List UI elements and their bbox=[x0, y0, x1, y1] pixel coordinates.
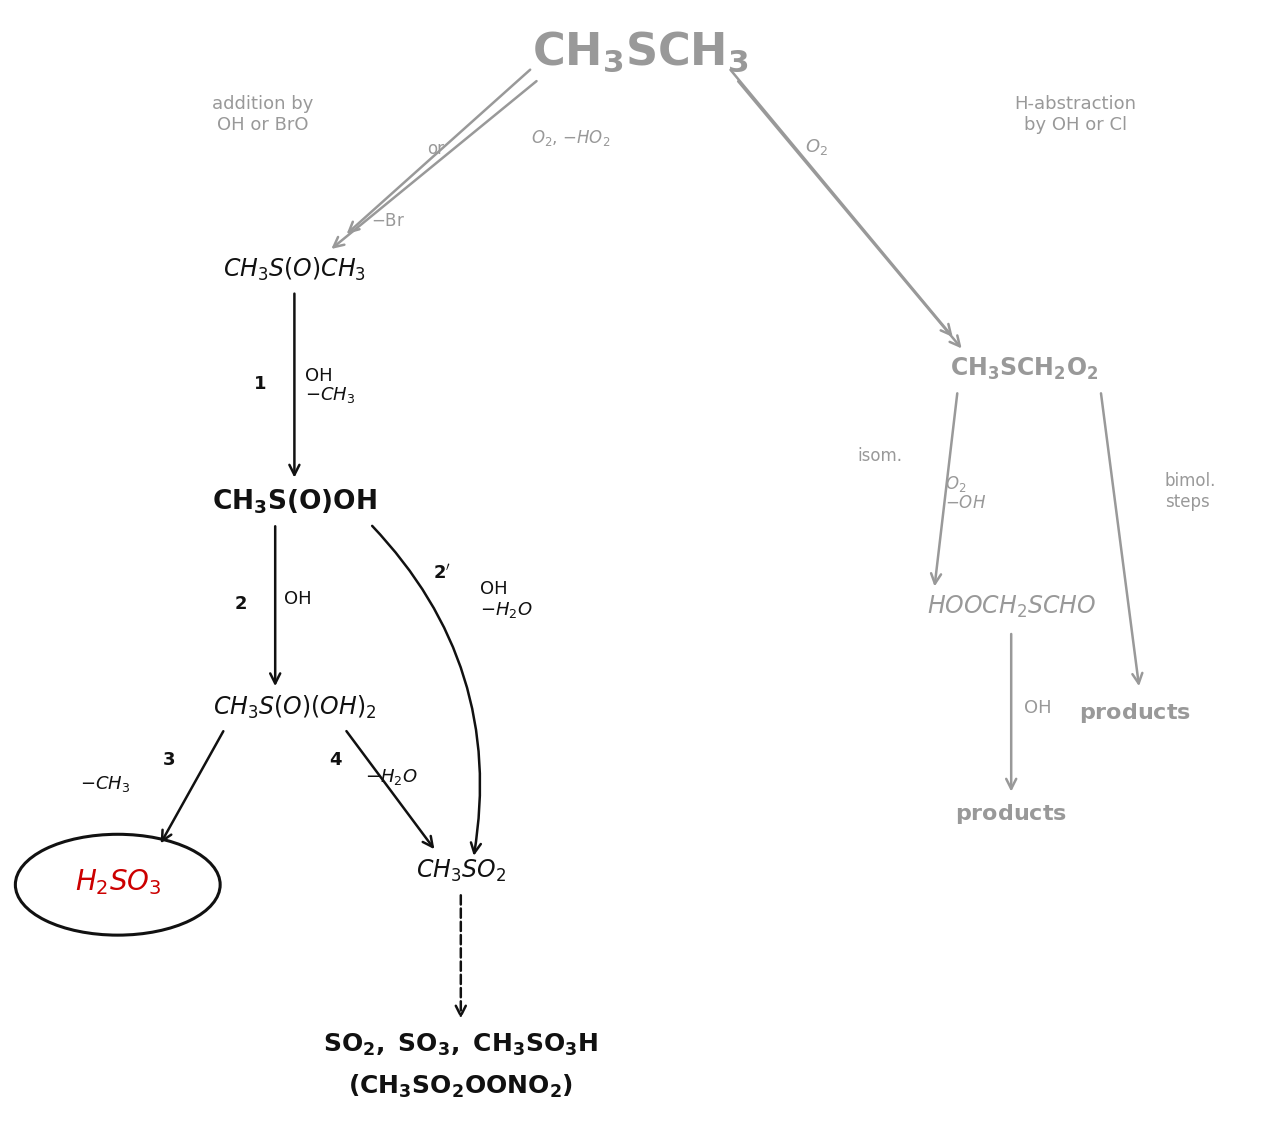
Text: OH: OH bbox=[1024, 699, 1052, 717]
Text: $\mathbf{2}$: $\mathbf{2}$ bbox=[234, 595, 247, 613]
Text: $\mathbf{products}$: $\mathbf{products}$ bbox=[1079, 701, 1192, 724]
Text: OH: OH bbox=[480, 580, 508, 598]
Text: $\mathbf{products}$: $\mathbf{products}$ bbox=[955, 802, 1068, 825]
Text: $\mathbf{2'}$: $\mathbf{2'}$ bbox=[433, 564, 451, 582]
Text: $CH_3S(O)CH_3$: $CH_3S(O)CH_3$ bbox=[223, 256, 366, 283]
Text: $-CH_3$: $-CH_3$ bbox=[305, 385, 355, 406]
Text: $HOOCH_2SCHO$: $HOOCH_2SCHO$ bbox=[927, 595, 1096, 620]
Text: $O_2$, $-HO_2$: $O_2$, $-HO_2$ bbox=[531, 127, 611, 148]
Text: $\bf{CH_3SCH_3}$: $\bf{CH_3SCH_3}$ bbox=[531, 30, 749, 73]
Text: $\mathbf{1}$: $\mathbf{1}$ bbox=[253, 375, 266, 393]
Text: $\mathbf{SO_2,\ SO_3,\ CH_3SO_3H}$: $\mathbf{SO_2,\ SO_3,\ CH_3SO_3H}$ bbox=[324, 1033, 598, 1058]
Text: $-$Br: $-$Br bbox=[371, 212, 406, 230]
Text: $\mathbf{CH_3S(O)OH}$: $\mathbf{CH_3S(O)OH}$ bbox=[212, 488, 376, 516]
Text: $CH_3S(O)(OH)_2$: $CH_3S(O)(OH)_2$ bbox=[212, 693, 376, 721]
Text: isom.: isom. bbox=[858, 447, 902, 465]
Text: bimol.: bimol. bbox=[1165, 472, 1216, 490]
Text: or: or bbox=[426, 140, 444, 158]
Text: OH: OH bbox=[305, 367, 333, 385]
Text: $\mathbf{4}$: $\mathbf{4}$ bbox=[329, 751, 343, 769]
Text: $O_2$: $O_2$ bbox=[945, 473, 966, 494]
Text: $-H_2O$: $-H_2O$ bbox=[365, 767, 417, 787]
Text: $\mathbf{(CH_3SO_2OONO_2)}$: $\mathbf{(CH_3SO_2OONO_2)}$ bbox=[348, 1073, 573, 1100]
Text: $-OH$: $-OH$ bbox=[945, 494, 986, 512]
Text: $\mathbf{CH_3SCH_2O_2}$: $\mathbf{CH_3SCH_2O_2}$ bbox=[950, 356, 1098, 382]
Text: $-CH_3$: $-CH_3$ bbox=[79, 774, 131, 794]
Text: $CH_3SO_2$: $CH_3SO_2$ bbox=[416, 858, 506, 884]
Text: $O_2$: $O_2$ bbox=[805, 136, 828, 157]
Text: steps: steps bbox=[1165, 493, 1210, 511]
Text: addition by
OH or BrO: addition by OH or BrO bbox=[211, 95, 314, 134]
Text: $\mathbf{3}$: $\mathbf{3}$ bbox=[163, 751, 175, 769]
Text: OH: OH bbox=[284, 590, 312, 609]
Text: $-H_2O$: $-H_2O$ bbox=[480, 599, 532, 620]
Text: H-abstraction
by OH or Cl: H-abstraction by OH or Cl bbox=[1014, 95, 1137, 134]
Text: $H_2SO_3$: $H_2SO_3$ bbox=[74, 868, 161, 897]
